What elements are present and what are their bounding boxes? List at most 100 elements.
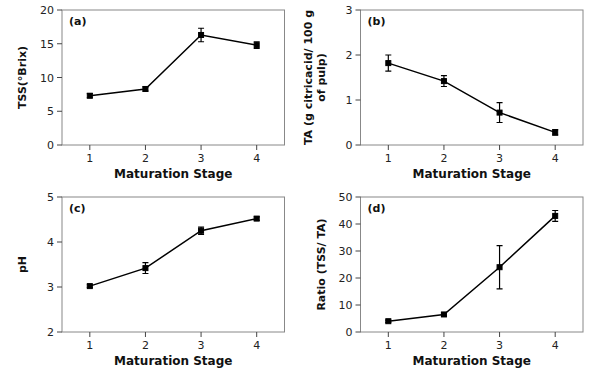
y-axis-label-line: TSS(°Brix) [16, 46, 29, 109]
line [90, 35, 257, 96]
y-tick-label: 0 [346, 139, 353, 152]
x-tick-label: 1 [86, 152, 93, 165]
marker [386, 319, 391, 324]
x-tick-label: 4 [253, 152, 260, 165]
data-group [385, 55, 558, 135]
x-tick [443, 332, 444, 337]
data-group [87, 28, 260, 98]
error-bar [198, 227, 204, 234]
x-tick-label: 1 [385, 339, 392, 352]
y-tick-label: 20 [40, 4, 54, 17]
plot-frame [361, 10, 584, 145]
x-axis-label: Maturation Stage [413, 354, 531, 368]
line [388, 216, 555, 321]
y-tick [57, 43, 62, 44]
y-tick [57, 111, 62, 112]
y-axis-label-line: of pulp) [315, 53, 328, 102]
y-tick [356, 145, 361, 146]
y-tick-label: 10 [40, 72, 54, 85]
y-tick-label: 2 [47, 326, 54, 339]
data-group [87, 216, 260, 289]
x-tick [388, 332, 389, 337]
plot-frame [62, 197, 285, 332]
error-bar [254, 217, 260, 221]
y-tick-label: 10 [339, 299, 353, 312]
x-tick [499, 145, 500, 150]
marker [553, 130, 558, 135]
y-tick-label: 30 [339, 245, 353, 258]
panel: 01231234Maturation StageTA (g citricacid… [302, 4, 584, 181]
y-tick-label: 50 [339, 191, 353, 204]
marker [199, 32, 204, 37]
y-tick [57, 197, 62, 198]
y-tick [356, 197, 361, 198]
line [388, 63, 555, 132]
x-tick [89, 145, 90, 150]
marker [143, 86, 148, 91]
marker [386, 61, 391, 66]
x-tick-label: 4 [253, 339, 260, 352]
x-tick-label: 2 [440, 152, 447, 165]
y-tick-label: 15 [40, 38, 54, 51]
y-tick-label: 3 [346, 4, 353, 17]
error-bar [552, 130, 558, 135]
x-axis-label: Maturation Stage [114, 167, 232, 181]
data-group [385, 211, 558, 324]
error-bar [552, 211, 558, 222]
y-tick [356, 305, 361, 306]
x-tick-label: 1 [385, 152, 392, 165]
y-tick [57, 77, 62, 78]
x-tick-label: 3 [198, 152, 205, 165]
y-tick [57, 242, 62, 243]
marker [441, 312, 446, 317]
y-tick-label: 0 [346, 326, 353, 339]
y-tick-label: 5 [47, 191, 54, 204]
y-axis-label: TA (g citricacid/ 100 gof pulp) [302, 10, 328, 145]
marker [87, 284, 92, 289]
marker [87, 93, 92, 98]
x-tick [256, 332, 257, 337]
marker [497, 265, 502, 270]
y-axis-label: Ratio (TSS/ TA) [315, 218, 328, 310]
error-bar [87, 94, 93, 98]
y-tick-label: 40 [339, 218, 353, 231]
panel-label: (a) [69, 15, 86, 28]
marker [254, 216, 259, 221]
y-axis-label-line: pH [16, 256, 29, 273]
y-tick [57, 145, 62, 146]
error-bar [142, 87, 148, 91]
error-bar [198, 28, 204, 41]
y-tick-label: 2 [346, 49, 353, 62]
x-tick [388, 145, 389, 150]
y-tick [356, 55, 361, 56]
y-tick [356, 251, 361, 252]
x-tick [555, 145, 556, 150]
marker [143, 266, 148, 271]
error-bar [441, 313, 447, 316]
y-axis-label-line: TA (g citricacid/ 100 g [302, 10, 315, 145]
x-tick-label: 1 [86, 339, 93, 352]
marker [199, 228, 204, 233]
marker [254, 43, 259, 48]
panel: 010203040501234Maturation StageRatio (TS… [315, 191, 584, 368]
y-axis-label-line: Ratio (TSS/ TA) [315, 218, 328, 310]
error-bar [385, 55, 391, 71]
plot-frame [62, 10, 285, 145]
x-axis-label: Maturation Stage [114, 354, 232, 368]
y-tick [57, 287, 62, 288]
figure: 051015201234Maturation StageTSS(°Brix)(a… [0, 0, 597, 374]
y-tick-label: 1 [346, 94, 353, 107]
error-bar [142, 263, 148, 274]
plot-frame [361, 197, 584, 332]
x-tick-label: 4 [552, 152, 559, 165]
x-tick [89, 332, 90, 337]
error-bar [441, 76, 447, 87]
x-tick [555, 332, 556, 337]
marker [497, 110, 502, 115]
y-axis-label: pH [16, 256, 29, 273]
y-tick-label: 5 [47, 105, 54, 118]
line [90, 219, 257, 287]
x-tick [201, 332, 202, 337]
y-tick [57, 332, 62, 333]
marker [441, 79, 446, 84]
